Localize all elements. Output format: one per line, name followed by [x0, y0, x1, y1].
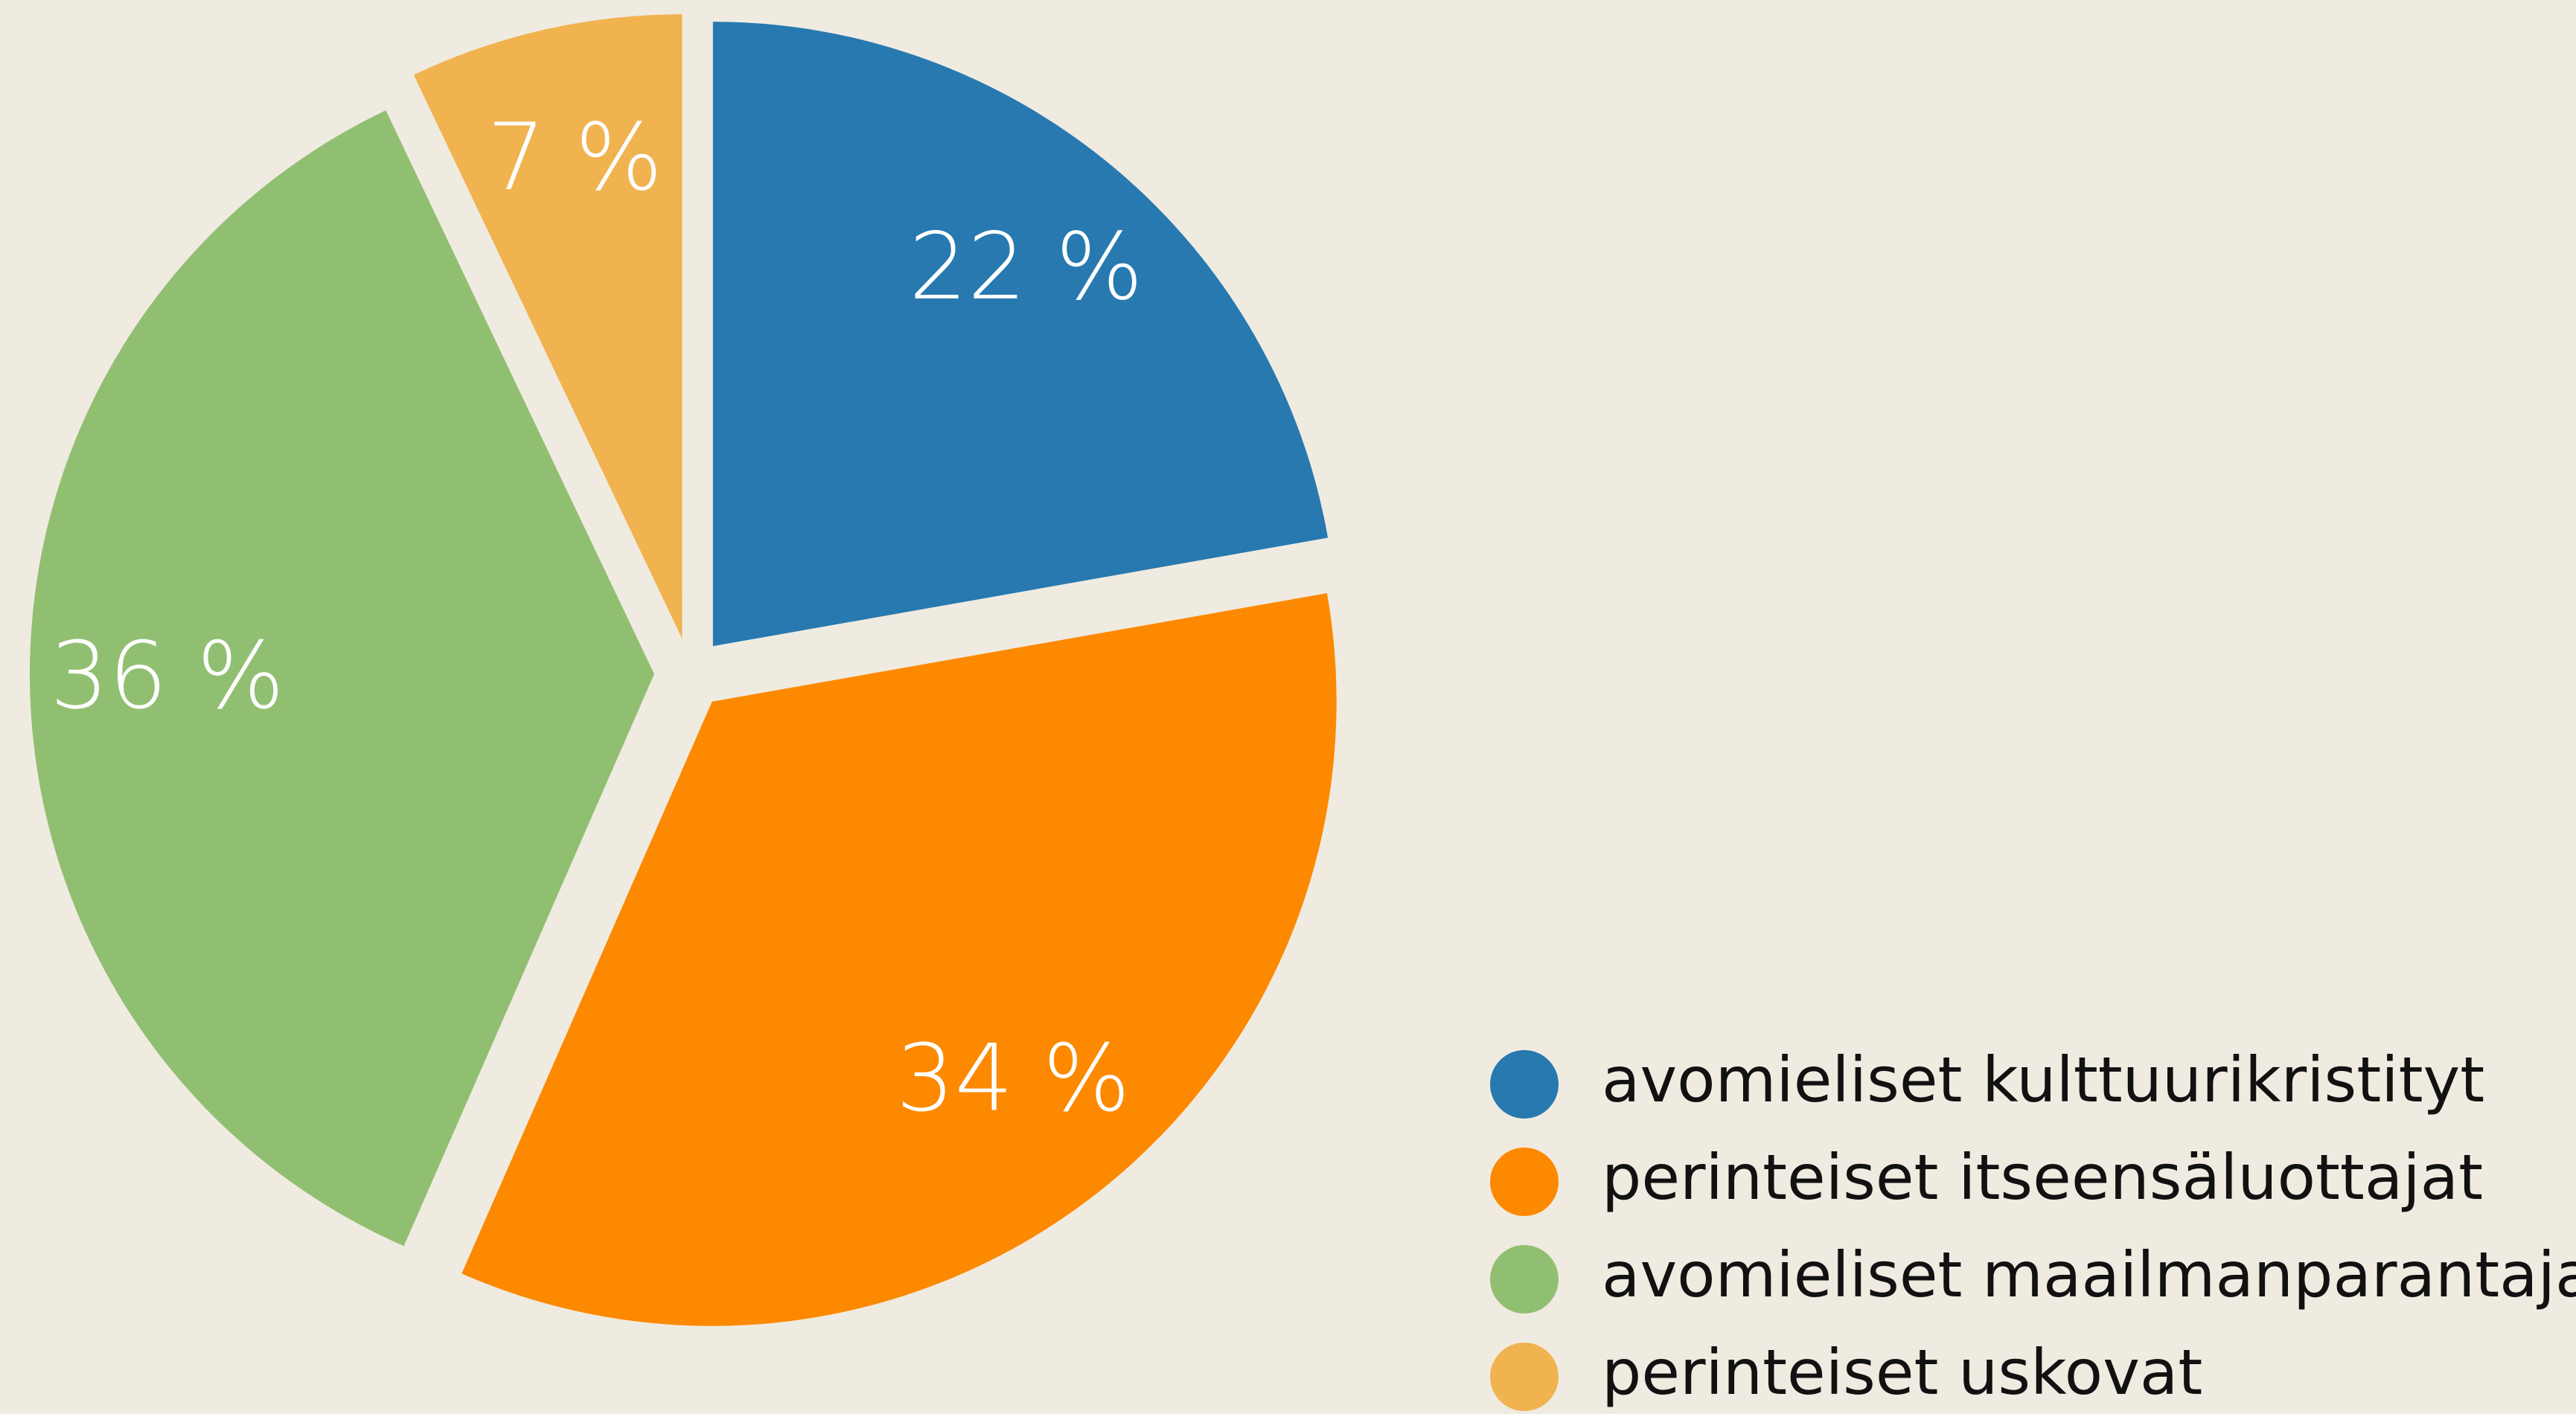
value-label: 34 %	[896, 1025, 1131, 1132]
legend-swatch	[1490, 1343, 1559, 1411]
legend-swatch	[1490, 1148, 1559, 1216]
legend-swatch	[1490, 1245, 1559, 1314]
legend-label: perinteiset itseensäluottajat	[1602, 1141, 2483, 1214]
value-label: 22 %	[909, 214, 1143, 321]
legend-label: avomieliset maailmanparantajat	[1602, 1238, 2576, 1311]
pie-slice	[30, 110, 655, 1247]
legend-swatch	[1490, 1050, 1559, 1119]
legend-label: avomieliset kulttuurikristityt	[1602, 1043, 2484, 1116]
value-label: 36 %	[50, 622, 284, 729]
pie-slice	[712, 22, 1329, 647]
value-label: 7 %	[487, 104, 662, 211]
pie-slice	[413, 14, 683, 639]
legend-label: perinteiset uskovat	[1602, 1336, 2202, 1409]
pie-slice	[461, 593, 1337, 1326]
